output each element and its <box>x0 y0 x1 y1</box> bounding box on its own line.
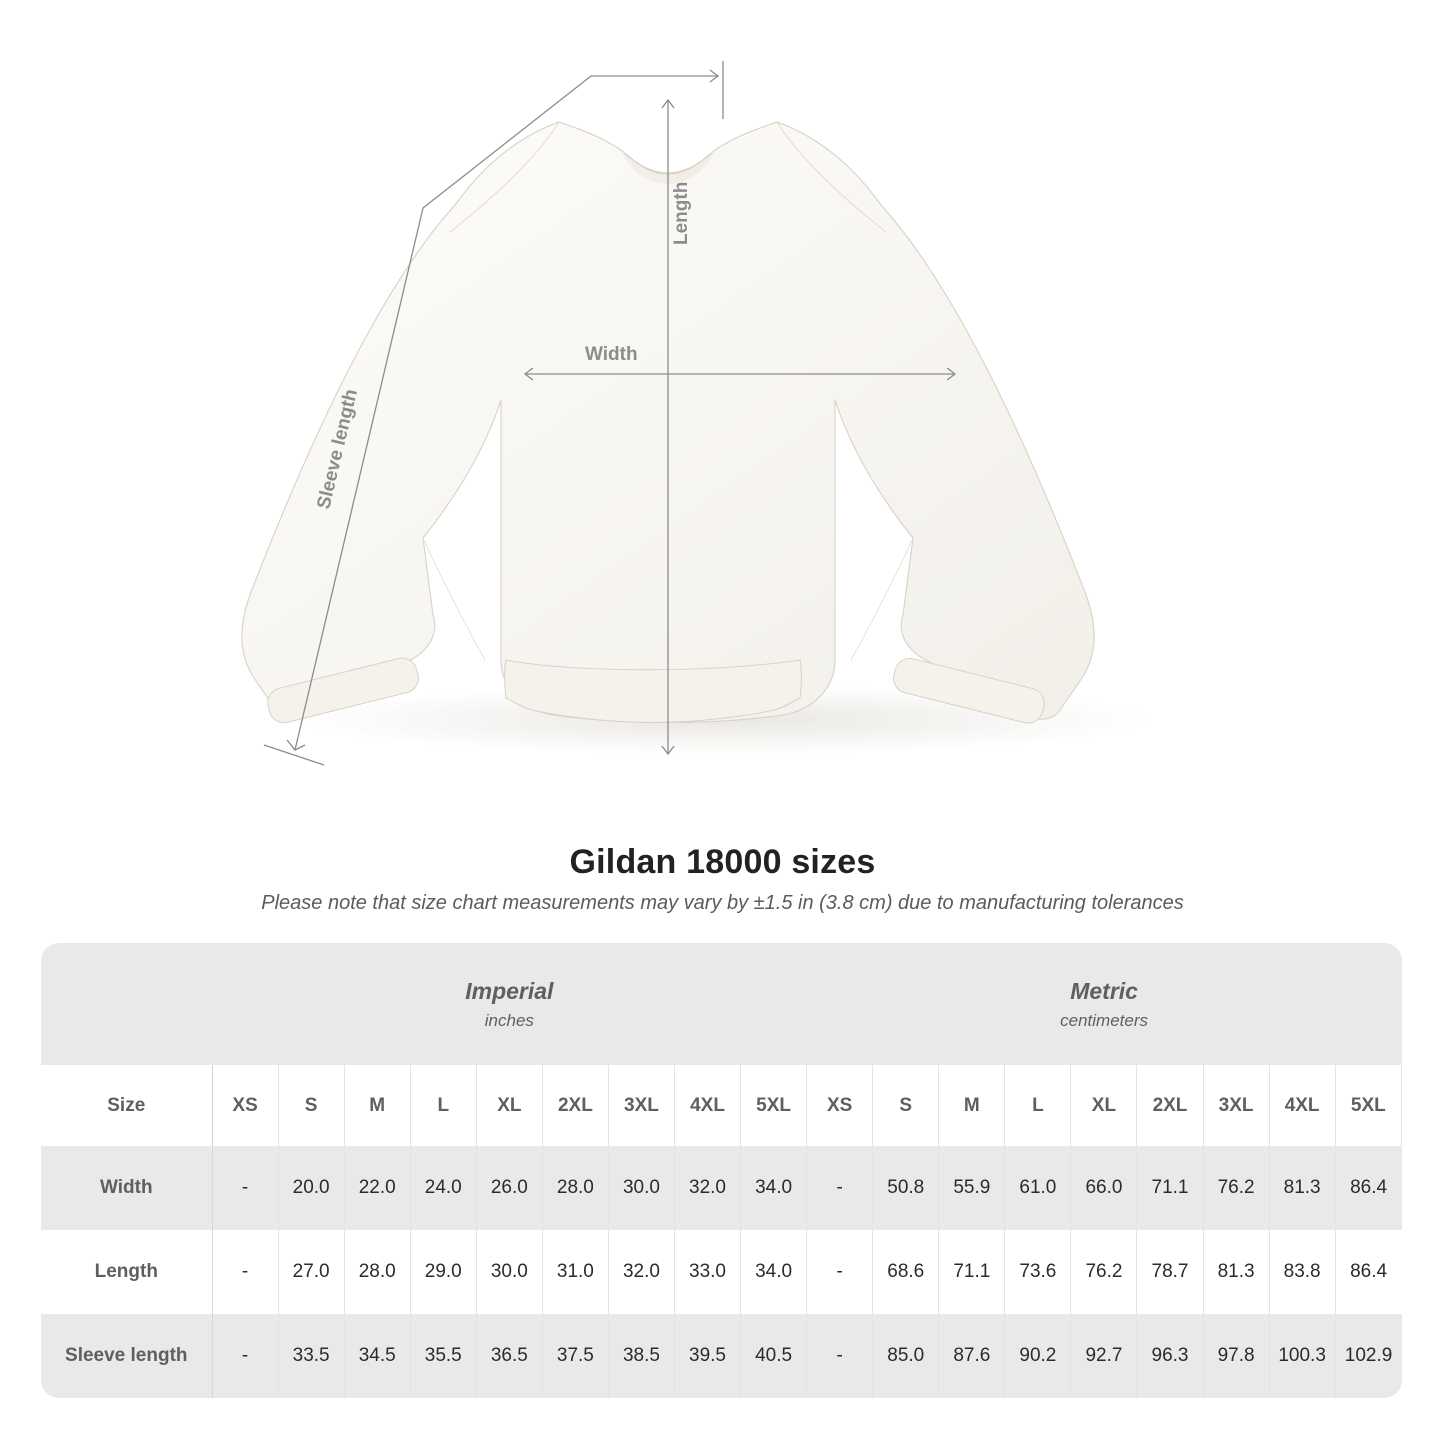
svg-text:Width: Width <box>585 344 638 365</box>
svg-text:Length: Length <box>671 182 692 245</box>
